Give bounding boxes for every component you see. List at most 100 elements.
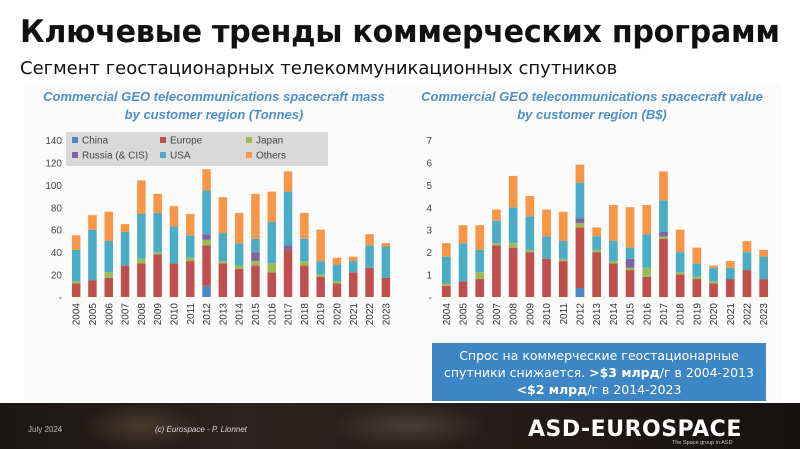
- bar-segment-russia-cis: [202, 234, 211, 240]
- bar-segment-usa: [332, 264, 342, 282]
- bar-segment-europe: [153, 254, 162, 297]
- x-tick-label: 2004: [72, 303, 83, 326]
- bar-segment-usa: [458, 243, 468, 282]
- bar-segment-europe: [365, 267, 374, 297]
- bar-segment-usa: [525, 216, 535, 250]
- y-tick-label: 1: [426, 271, 432, 282]
- bar-segment-usa: [381, 246, 391, 278]
- footer-date: July 2024: [28, 425, 63, 434]
- legend-label-china: China: [82, 136, 109, 147]
- x-tick-label: 2010: [169, 303, 180, 326]
- bar-segment-others: [692, 247, 702, 264]
- legend-label-others: Others: [256, 151, 286, 162]
- x-tick-label: 2006: [475, 303, 486, 326]
- x-tick-label: 2008: [509, 303, 520, 326]
- bar-segment-usa: [492, 220, 501, 244]
- bar-segment-usa: [692, 263, 702, 277]
- bar-segment-europe: [475, 279, 485, 297]
- bar-segment-japan: [575, 222, 585, 228]
- bar-segment-others: [251, 193, 260, 239]
- bar-segment-europe: [558, 261, 568, 297]
- slide-subtitle: Сегмент геостационарных телекоммуникацио…: [20, 58, 618, 79]
- bar-segment-japan: [267, 263, 276, 273]
- x-tick-label: 2017: [659, 303, 670, 326]
- bar-segment-europe: [71, 283, 81, 297]
- bar-segment-europe: [442, 285, 451, 297]
- bar-segment-europe: [104, 277, 113, 297]
- bar-segment-others: [625, 207, 635, 248]
- bar-segment-europe: [759, 279, 768, 297]
- bar-segment-others: [316, 229, 325, 262]
- bar-segment-others: [458, 225, 468, 244]
- bar-segment-usa: [609, 240, 618, 262]
- y-tick-label: 80: [51, 203, 63, 214]
- note-line-2: спутники снижается. >$3 млрд/г в 2004-20…: [432, 364, 766, 381]
- bar-segment-usa: [508, 207, 518, 244]
- bar-segment-others: [675, 229, 685, 253]
- bar-segment-europe: [742, 270, 752, 297]
- bar-segment-usa: [558, 240, 568, 259]
- x-tick-label: 2006: [104, 303, 115, 326]
- bar-segment-others: [365, 234, 374, 246]
- chart-title-line-1: Commercial GEO telecommunications spacec…: [421, 89, 763, 104]
- bar-segment-others: [642, 205, 652, 235]
- bar-segment-others: [88, 215, 97, 230]
- bar-segment-usa: [759, 256, 768, 280]
- y-tick-label: 4: [426, 203, 432, 214]
- x-tick-label: 2013: [218, 303, 229, 326]
- bar-segment-others: [558, 211, 568, 241]
- bar-segment-europe: [169, 263, 179, 297]
- bar-segment-others: [234, 212, 244, 244]
- y-tick-label: 100: [45, 181, 62, 192]
- bar-segment-russia-cis: [625, 258, 635, 268]
- bar-segment-usa: [234, 243, 244, 266]
- legend-label-europe: Europe: [170, 136, 203, 147]
- bar-segment-japan: [218, 261, 228, 264]
- legend-box: [66, 132, 328, 166]
- bar-segment-others: [609, 205, 618, 241]
- bar-segment-japan: [251, 261, 260, 266]
- footer-glow: [80, 403, 200, 449]
- x-tick-label: 2021: [349, 303, 360, 326]
- x-tick-label: 2015: [626, 303, 637, 326]
- x-tick-label: 2004: [442, 303, 453, 326]
- bar-segment-others: [218, 197, 228, 234]
- bar-segment-others: [381, 243, 391, 247]
- y-tick-label: 20: [51, 271, 63, 282]
- legend-swatch-japan: [246, 137, 252, 143]
- bar-segment-japan: [675, 272, 685, 275]
- x-tick-label: 2014: [609, 303, 620, 326]
- bar-segment-europe: [592, 252, 601, 297]
- bar-segment-japan: [475, 272, 485, 280]
- legend-swatch-others: [246, 152, 252, 158]
- bar-segment-europe: [186, 261, 195, 297]
- bar-segment-others: [202, 169, 211, 191]
- bar-segment-europe: [709, 283, 718, 297]
- bar-segment-europe: [609, 263, 618, 297]
- note-line-1: Спрос на коммерческие геостационарные: [459, 348, 739, 363]
- bar-segment-usa: [575, 182, 585, 219]
- note-line-3-bold: <$2 млрд: [516, 382, 588, 397]
- bar-segment-china: [575, 288, 585, 297]
- bar-segment-usa: [442, 256, 451, 284]
- bar-segment-europe: [120, 265, 130, 297]
- bar-segment-usa: [475, 249, 485, 273]
- bar-segment-others: [332, 257, 342, 265]
- bar-segment-others: [104, 211, 113, 241]
- footer-tagline: The Space group in ASD: [672, 440, 733, 446]
- bar-segment-usa: [742, 252, 752, 271]
- bar-segment-japan: [625, 267, 635, 271]
- bar-segment-europe: [349, 272, 358, 297]
- bar-segment-usa: [725, 267, 735, 280]
- y-tick-label: 120: [45, 158, 62, 169]
- bar-segment-usa: [88, 229, 97, 281]
- bar-segment-europe: [332, 283, 342, 297]
- note-line-2-suffix: /г в 2004-2013: [659, 365, 754, 380]
- bar-segment-others: [759, 249, 768, 257]
- bar-segment-russia-cis: [575, 218, 585, 223]
- bar-segment-japan: [316, 274, 325, 277]
- bar-segment-others: [508, 175, 518, 208]
- x-tick-label: 2011: [559, 303, 570, 325]
- x-tick-label: 2014: [235, 303, 246, 326]
